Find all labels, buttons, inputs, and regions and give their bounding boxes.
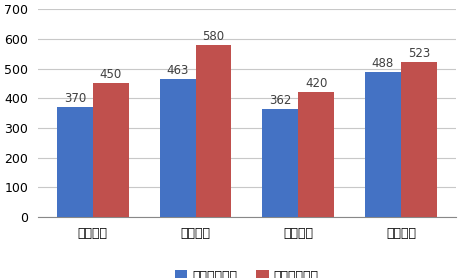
Text: 450: 450	[100, 68, 122, 81]
Text: 580: 580	[202, 30, 224, 43]
Bar	[364, 72, 400, 217]
Text: 370: 370	[64, 92, 86, 105]
Bar	[297, 92, 333, 217]
Text: 362: 362	[269, 94, 291, 107]
Text: 463: 463	[166, 64, 188, 77]
Legend: 学力考査なし, 学力考査あり: 学力考査なし, 学力考査あり	[170, 265, 323, 278]
Bar	[159, 80, 195, 217]
Bar	[57, 107, 93, 217]
Bar	[262, 110, 297, 217]
Bar	[195, 45, 231, 217]
Bar	[93, 83, 129, 217]
Text: 420: 420	[304, 77, 327, 90]
Bar	[400, 62, 436, 217]
Text: 523: 523	[407, 47, 429, 59]
Text: 488: 488	[371, 57, 393, 70]
